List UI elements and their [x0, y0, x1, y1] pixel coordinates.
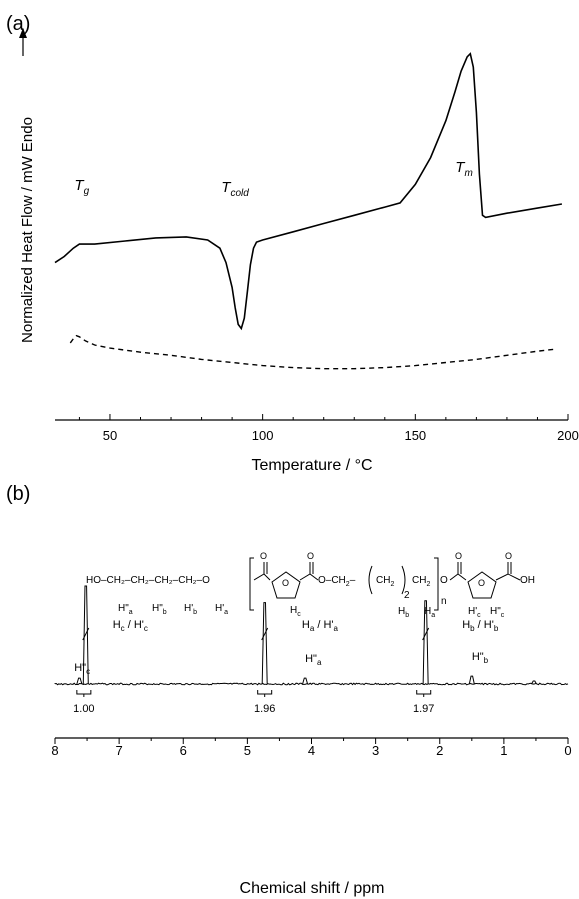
nmr-peak [531, 680, 537, 685]
nmr-x-tick-label-4: 4 [308, 743, 315, 758]
nmr-x-tick-label-7: 7 [116, 743, 123, 758]
dsc-series-solid [54, 52, 563, 331]
acid-bond [495, 573, 521, 581]
nmr-peak-label: Hc / H'c [113, 619, 148, 633]
carbonyl-o-2: O [307, 551, 314, 561]
structure-sub-n: n [441, 596, 447, 607]
nmr-x-tick-label-0: 0 [564, 743, 571, 758]
nmr-peak [422, 600, 429, 685]
dsc-ylabel-text: Normalized Heat Flow / mW Endo [19, 117, 36, 343]
nmr-peak [82, 585, 89, 685]
acid-oh: OH [520, 575, 535, 586]
structure-inner-ch2: CH2 [376, 575, 394, 588]
end-ester-o: O [440, 575, 448, 586]
panel-a-label: (a) [6, 13, 30, 35]
nmr-x-tick-label-2: 2 [436, 743, 443, 758]
nmr-x-tick-label-8: 8 [51, 743, 58, 758]
furan-o-2: O [478, 578, 485, 588]
nmr-peak-label: H"b [472, 651, 489, 665]
dsc-annotation-g: Tg [74, 177, 89, 197]
dsc-x-tick-label-100: 100 [252, 428, 274, 443]
acid-carbonyl-o: O [505, 551, 512, 561]
dsc-annotation-m: Tm [455, 159, 473, 179]
nmr-peak-label: H"a [305, 653, 322, 667]
nmr-integral-value: 1.97 [413, 703, 434, 715]
nmr-integrals: 1.00 1.96 1.97 [73, 690, 434, 715]
nmr-integral-value: 1.96 [254, 703, 275, 715]
structure-label-Hppb: H"b [152, 603, 167, 616]
structure-label-Hppc: H"c [490, 606, 505, 619]
nmr-integral-value: 1.00 [73, 703, 94, 715]
nmr-integral-bracket [257, 690, 273, 697]
dsc-annotations: Tg Tcold Tm [74, 159, 472, 199]
nmr-peak-label: Hb / H'b [462, 619, 499, 633]
dsc-series-dashed [69, 334, 556, 370]
endo-arrow [19, 28, 27, 56]
panel-b-label: (b) [6, 483, 30, 505]
dsc-ylabel: Normalized Heat Flow / mW Endo [19, 117, 36, 343]
nmr-x-tick-label-3: 3 [372, 743, 379, 758]
repeat-bracket-right [434, 557, 439, 611]
dsc-plot [54, 52, 563, 370]
nmr-peak [261, 602, 268, 685]
nmr-peak-label: H"c [74, 662, 90, 676]
end-ester-bond [449, 573, 467, 581]
dsc-annotation-cold: Tcold [221, 179, 249, 199]
nmr-integral-curve [422, 627, 430, 641]
nmr-peak [76, 677, 83, 685]
repeat-bracket-left [249, 557, 254, 611]
dsc-x-tick-label-50: 50 [103, 428, 117, 443]
nmr-plot [54, 585, 569, 686]
inner-bracket [368, 565, 406, 595]
nmr-xlabel: Chemical shift / ppm [240, 880, 385, 897]
nmr-integral-curve [261, 627, 269, 641]
nmr-x-ticks: 8 7 6 5 4 3 2 1 0 [51, 738, 572, 758]
furan-o-1: O [282, 578, 289, 588]
furan-ring-2 [467, 571, 497, 599]
nmr-baseline [54, 682, 569, 686]
nmr-peak-labels: H"c Hc / H'c Ha / H'a H"a Hb / H'b H"b [74, 619, 499, 676]
nmr-integral-bracket [76, 690, 92, 697]
nmr-x-tick-label-5: 5 [244, 743, 251, 758]
structure-repeat-chain: O–CH2– [318, 575, 356, 588]
nmr-peak [302, 677, 309, 685]
structure-label-Hppa: H"a [118, 603, 133, 616]
dsc-x-tick-label-200: 200 [557, 428, 579, 443]
structure-label-Hpb: H'b [184, 603, 197, 616]
nmr-integral-curve [82, 627, 90, 641]
structure-end-group: HO–CH₂–CH₂–CH₂–CH₂–O [86, 575, 210, 586]
nmr-x-tick-label-6: 6 [180, 743, 187, 758]
chemical-structure: HO–CH₂–CH₂–CH₂–CH₂–O H"a H"b H'b H'a O O… [86, 551, 535, 619]
ester-bond-2 [299, 573, 319, 581]
dsc-x-ticks: 50 100 150 200 [78, 414, 579, 443]
dsc-xlabel: Temperature / °C [251, 457, 372, 474]
furan-ring-1 [271, 571, 301, 599]
carbonyl-o-1: O [260, 551, 267, 561]
dsc-x-tick-label-150: 150 [404, 428, 426, 443]
structure-tail-ch2: CH2 [412, 575, 430, 588]
structure-sub-2: 2 [404, 590, 410, 601]
structure-label-Hb: Hb [398, 606, 409, 619]
nmr-peak [468, 675, 475, 685]
structure-label-Hpc: H'c [468, 606, 481, 619]
structure-label-Hc: Hc [290, 605, 301, 618]
nmr-x-tick-label-1: 1 [500, 743, 507, 758]
structure-label-Ha: Ha [424, 606, 435, 619]
nmr-integral-bracket [416, 690, 432, 697]
end-carbonyl-o: O [455, 551, 462, 561]
nmr-peak-label: Ha / H'a [302, 619, 339, 633]
ester-bond-1 [253, 573, 271, 581]
structure-label-Hpa: H'a [215, 603, 228, 616]
